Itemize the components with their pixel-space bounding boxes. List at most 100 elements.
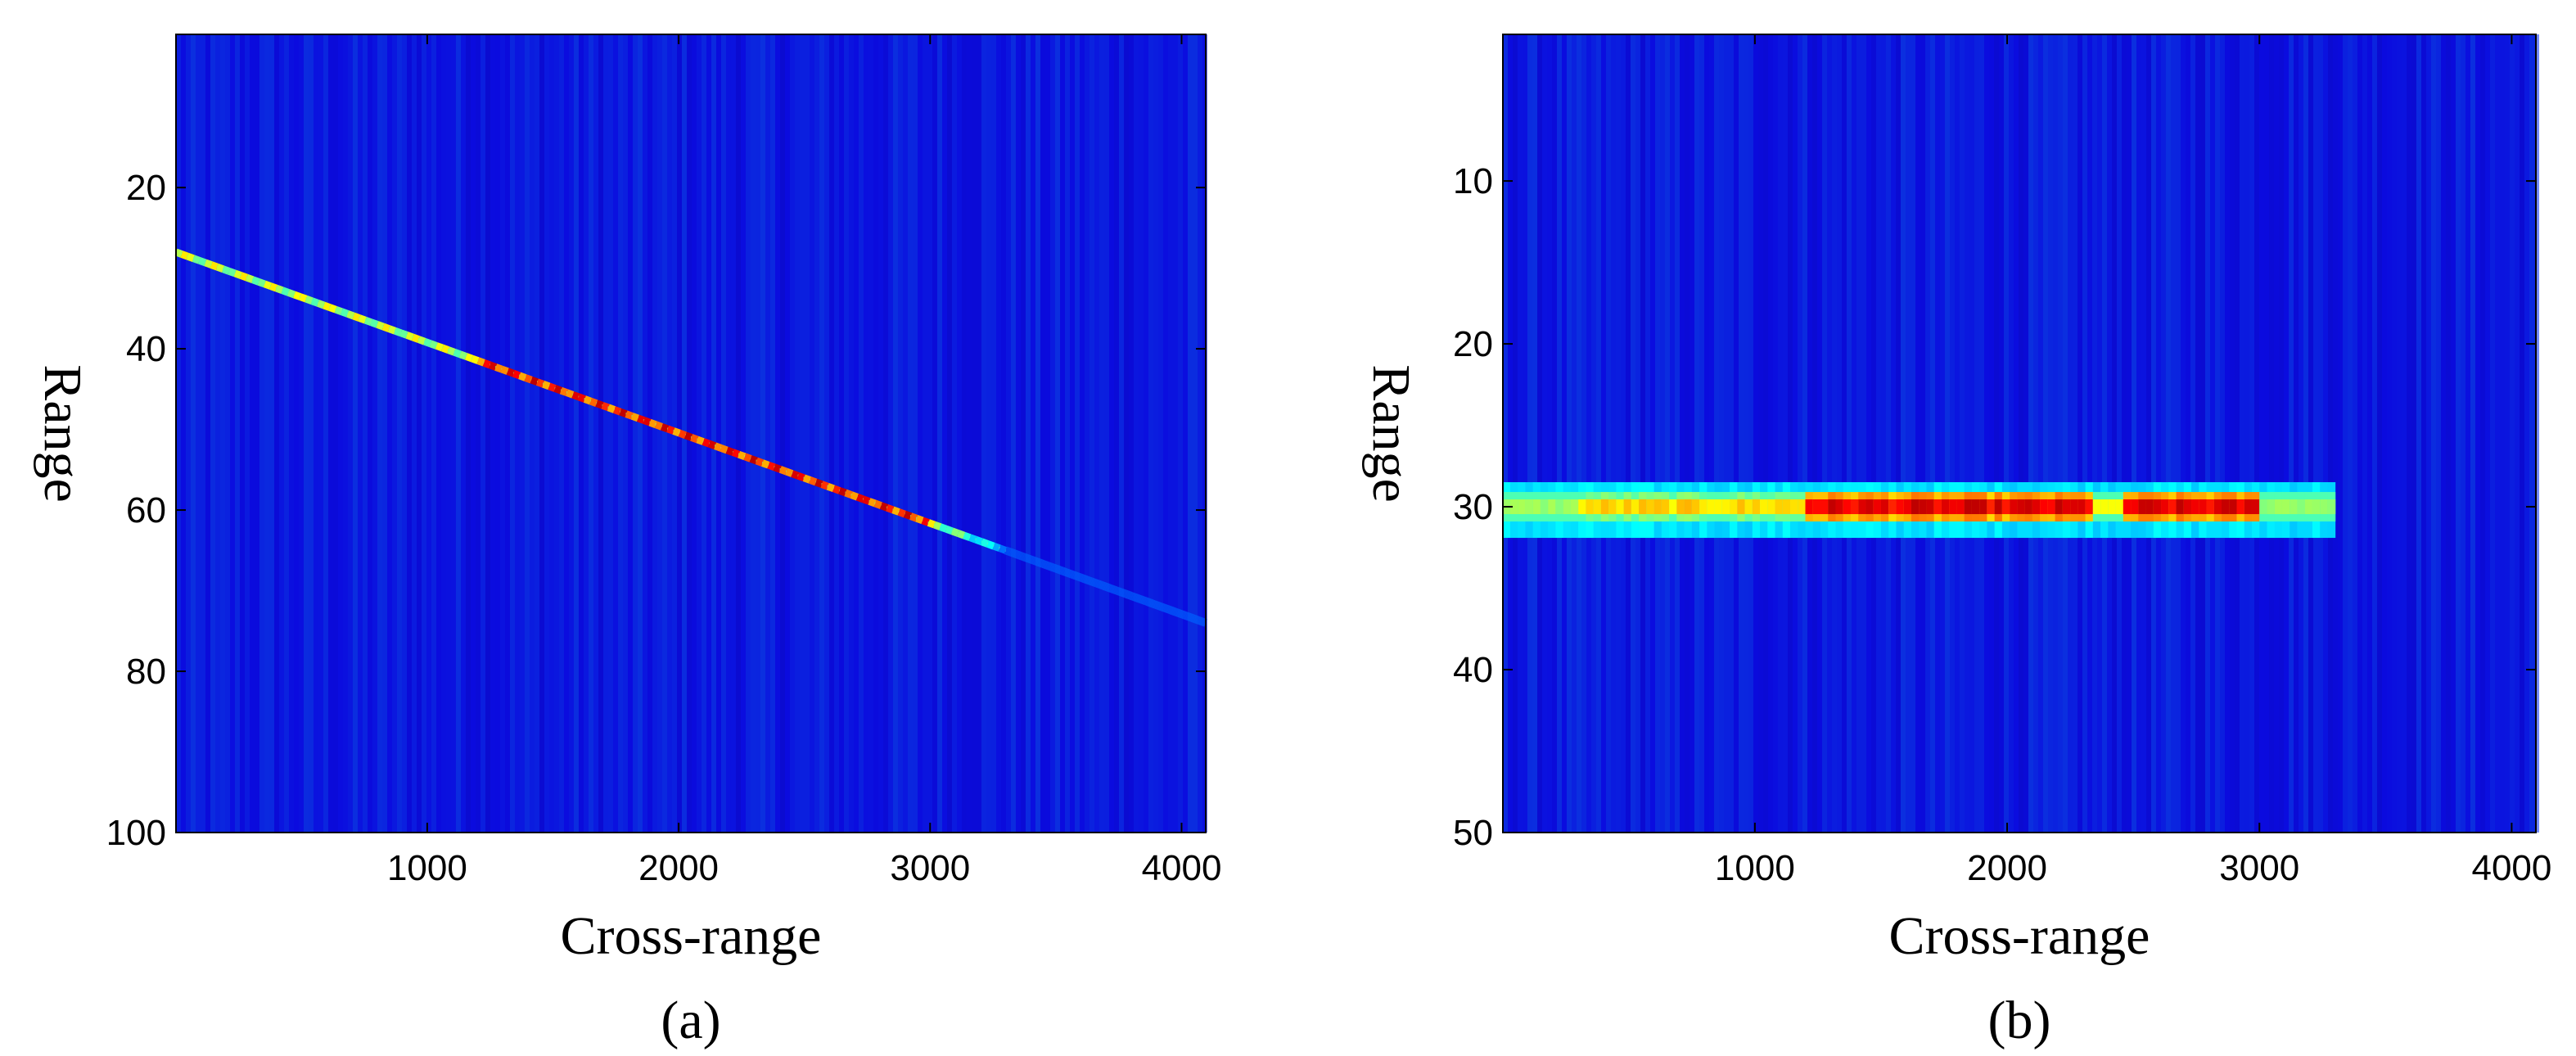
faint-line-segment (1099, 581, 1104, 590)
faint-line-segment (1174, 607, 1179, 616)
noise-streak (392, 34, 397, 833)
noise-streak (785, 34, 790, 833)
noise-streak (2451, 34, 2456, 833)
noise-streak (1739, 34, 1744, 833)
noise-streak (181, 34, 186, 833)
noise-streak (1911, 34, 1915, 833)
noise-streak (952, 34, 957, 833)
faint-line-segment (1094, 579, 1099, 588)
y-tick-label: 80 (126, 652, 166, 692)
noise-streak (1763, 34, 1768, 833)
noise-streak (225, 34, 230, 833)
noise-streak (765, 34, 770, 833)
line-core-segment (376, 321, 385, 331)
noise-streak (613, 34, 618, 833)
noise-streak (824, 34, 829, 833)
faint-line-segment (1105, 583, 1110, 592)
noise-streak (2171, 34, 2176, 833)
noise-streak (1631, 34, 1635, 833)
band-core-cell (1971, 499, 1980, 515)
noise-streak (1906, 34, 1911, 833)
band-core-cell (1903, 499, 1912, 515)
band-core-cell (1979, 499, 1987, 515)
noise-streak (1011, 34, 1016, 833)
faint-line-segment (1004, 546, 1008, 555)
line-core-segment (340, 308, 350, 318)
noise-streak (372, 34, 377, 833)
line-core-segment (381, 323, 390, 332)
faint-line-segment (1111, 585, 1116, 594)
faint-line-segment (1055, 565, 1060, 574)
line-core-segment (595, 399, 604, 409)
faint-line-segment (1042, 560, 1048, 569)
noise-streak (1021, 34, 1026, 833)
band-core-cell (1714, 499, 1723, 515)
faint-line-segment (1080, 574, 1085, 583)
band-core-cell (1896, 499, 1905, 515)
band-core-cell (2001, 499, 2010, 515)
noise-streak (2343, 34, 2348, 833)
noise-streak (1876, 34, 1881, 833)
noise-streak (186, 34, 191, 833)
noise-streak (1847, 34, 1852, 833)
band-core-cell (1843, 499, 1852, 515)
noise-streak (1621, 34, 1626, 833)
noise-streak (1680, 34, 1685, 833)
noise-streak (1153, 34, 1158, 833)
line-core-segment (945, 526, 954, 535)
faint-line-segment (1139, 595, 1144, 604)
faint-line-segment (1053, 564, 1058, 573)
noise-streak (1920, 34, 1925, 833)
line-core-segment (601, 402, 610, 412)
noise-streak (2117, 34, 2122, 833)
noise-streak (844, 34, 849, 833)
noise-streak (2127, 34, 2132, 833)
noise-streak (1527, 34, 1532, 833)
noise-streak (564, 34, 569, 833)
noise-streak (417, 34, 422, 833)
line-core-segment (963, 531, 972, 541)
faint-line-segment (1018, 551, 1023, 560)
y-tick-label: 40 (1453, 650, 1493, 690)
line-core-segment (785, 467, 794, 477)
noise-streak (535, 34, 539, 833)
band-core-cell (2297, 499, 2306, 515)
noise-streak (1660, 34, 1665, 833)
noise-streak (289, 34, 294, 833)
band-core-cell (2017, 499, 2026, 515)
noise-streak (1104, 34, 1109, 833)
noise-streak (633, 34, 638, 833)
noise-streak (618, 34, 623, 833)
noise-streak (1503, 34, 1508, 833)
noise-streak (1148, 34, 1153, 833)
line-core-segment (405, 332, 414, 341)
faint-line-segment (1191, 614, 1196, 623)
noise-streak (790, 34, 795, 833)
noise-streak (2033, 34, 2038, 833)
noise-streak (2230, 34, 2235, 833)
band-core-cell (1760, 499, 1768, 515)
band-core-cell (1691, 499, 1700, 515)
faint-line-segment (1175, 608, 1180, 617)
line-core-segment (215, 263, 225, 273)
faint-line-segment (1147, 598, 1152, 607)
noise-streak (2151, 34, 2156, 833)
y-tick-label: 10 (1453, 161, 1493, 201)
noise-streak (1793, 34, 1798, 833)
noise-streak (1655, 34, 1660, 833)
noise-streak (716, 34, 721, 833)
noise-streak (2323, 34, 2328, 833)
faint-line-segment (1141, 596, 1146, 605)
noise-streak (1709, 34, 1714, 833)
noise-streak (1729, 34, 1734, 833)
noise-streak (1572, 34, 1577, 833)
line-core-segment (683, 431, 693, 441)
noise-streak (294, 34, 299, 833)
noise-streak (2348, 34, 2353, 833)
band-core-cell (1798, 499, 1807, 515)
noise-streak (736, 34, 741, 833)
noise-streak (1616, 34, 1621, 833)
noise-streak (908, 34, 913, 833)
noise-streak (598, 34, 603, 833)
noise-streak (476, 34, 480, 833)
